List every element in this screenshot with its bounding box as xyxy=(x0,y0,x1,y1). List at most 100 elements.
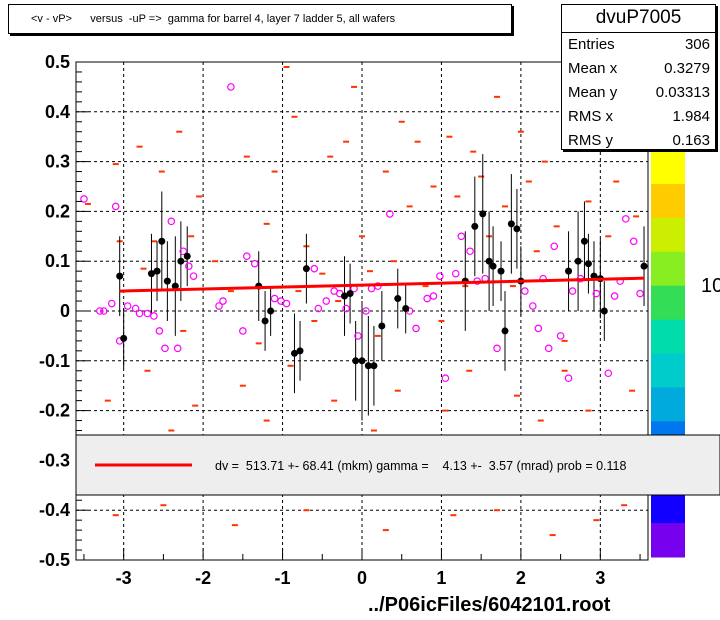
pink-point xyxy=(80,195,88,203)
pink-point xyxy=(123,302,132,310)
profile-point xyxy=(501,327,509,335)
pink-point xyxy=(386,210,394,218)
color-scale-band xyxy=(651,387,685,422)
pink-point xyxy=(131,304,140,313)
y-tick-label: -0.4 xyxy=(39,500,70,520)
pink-point xyxy=(636,289,644,298)
profile-point xyxy=(302,265,310,273)
pink-point xyxy=(100,307,108,315)
plot-title: <v - vP> versus -uP => gamma for barrel … xyxy=(31,13,396,25)
pink-point xyxy=(592,289,601,298)
profile-point xyxy=(352,357,360,365)
pink-point xyxy=(143,309,152,318)
pink-point xyxy=(185,262,193,270)
pink-point xyxy=(564,374,573,383)
pink-point xyxy=(412,324,420,333)
pink-point xyxy=(135,309,144,318)
stat-label: Mean x xyxy=(568,60,618,77)
pink-point xyxy=(314,304,323,313)
x-tick-label: 2 xyxy=(516,568,526,588)
y-tick-label: -0.5 xyxy=(39,550,70,570)
pink-point xyxy=(556,332,565,340)
pink-point xyxy=(227,83,235,91)
x-tick-label: -1 xyxy=(275,568,291,588)
y-tick-label: 0.3 xyxy=(45,152,70,172)
y-tick-label: -0.2 xyxy=(39,401,70,421)
scatter-marks xyxy=(84,65,640,537)
stats-box: dvuP7005 Entries 306 Mean x 0.3279 Mean … xyxy=(561,4,716,150)
stat-value: 0.03313 xyxy=(655,84,710,101)
stat-label: Mean y xyxy=(568,84,618,101)
x-tick-label: 1 xyxy=(436,568,446,588)
profile-point xyxy=(485,257,493,265)
profile-point xyxy=(261,317,269,325)
stat-value: 0.3279 xyxy=(664,60,710,77)
profile-point xyxy=(296,347,304,355)
pink-point xyxy=(243,252,251,261)
profile-point xyxy=(394,295,402,303)
color-scale-label: 10 xyxy=(701,275,720,297)
color-scale-band xyxy=(651,217,685,253)
pink-point xyxy=(354,332,362,340)
profile-point xyxy=(370,362,378,370)
color-scale: 1010 xyxy=(651,150,720,558)
profile-point xyxy=(640,262,648,270)
pink-point xyxy=(610,292,619,300)
y-tick-label: 0.2 xyxy=(45,201,70,221)
pink-point xyxy=(550,242,559,251)
color-scale-band xyxy=(651,183,685,219)
fit-line-group xyxy=(119,276,645,293)
stat-mean-y: Mean y 0.03313 xyxy=(568,84,710,106)
pink-point xyxy=(493,344,501,353)
profile-point xyxy=(267,307,275,315)
pink-markers xyxy=(80,83,644,383)
profile-point xyxy=(479,210,487,218)
profile-point xyxy=(177,257,185,265)
y-tick-label: -0.3 xyxy=(39,450,70,470)
profile-point xyxy=(163,277,171,285)
pink-point xyxy=(111,202,120,211)
stat-rms-y: RMS y 0.163 xyxy=(568,132,710,154)
pink-point xyxy=(457,232,466,241)
pink-point xyxy=(436,272,444,280)
pink-point xyxy=(250,259,259,268)
stat-mean-x: Mean x 0.3279 xyxy=(568,60,710,82)
profile-point xyxy=(341,292,349,300)
profile-markers xyxy=(116,210,648,370)
profile-point xyxy=(584,260,592,268)
color-scale-band xyxy=(651,251,685,287)
pink-point xyxy=(282,299,291,308)
pink-point xyxy=(342,304,350,313)
y-tick-label: -0.1 xyxy=(39,351,70,371)
stats-divider xyxy=(562,32,715,33)
profile-point xyxy=(171,282,179,290)
color-scale-band xyxy=(651,285,685,321)
pink-point xyxy=(544,344,553,353)
stat-value: 1.984 xyxy=(672,108,710,125)
source-file-label: ../P06icFiles/6042101.root xyxy=(368,594,611,616)
profile-point xyxy=(378,322,386,330)
profile-point xyxy=(290,349,298,357)
color-scale-band xyxy=(651,319,685,354)
profile-point xyxy=(497,267,505,275)
pink-point xyxy=(441,374,450,383)
pink-point xyxy=(466,247,474,256)
stat-label: RMS x xyxy=(568,108,613,125)
profile-point xyxy=(120,334,128,342)
title-box: <v - vP> versus -uP => gamma for barrel … xyxy=(8,4,512,34)
x-tick-label: 0 xyxy=(357,568,367,588)
pink-point xyxy=(568,287,577,295)
color-scale-band xyxy=(651,150,685,185)
y-tick-label: 0 xyxy=(60,301,70,321)
profile-point xyxy=(402,305,410,313)
legend-fit-text: dv = 513.71 +- 68.41 (mkm) gamma = 4.13 … xyxy=(215,459,626,473)
stat-rms-x: RMS x 1.984 xyxy=(568,108,710,130)
profile-point xyxy=(358,357,366,365)
profile-point xyxy=(513,225,521,233)
stats-name: dvuP7005 xyxy=(595,7,682,28)
stat-label: RMS y xyxy=(568,132,613,149)
profile-point xyxy=(153,267,161,275)
color-scale-band xyxy=(651,353,685,388)
pink-point xyxy=(173,344,182,353)
